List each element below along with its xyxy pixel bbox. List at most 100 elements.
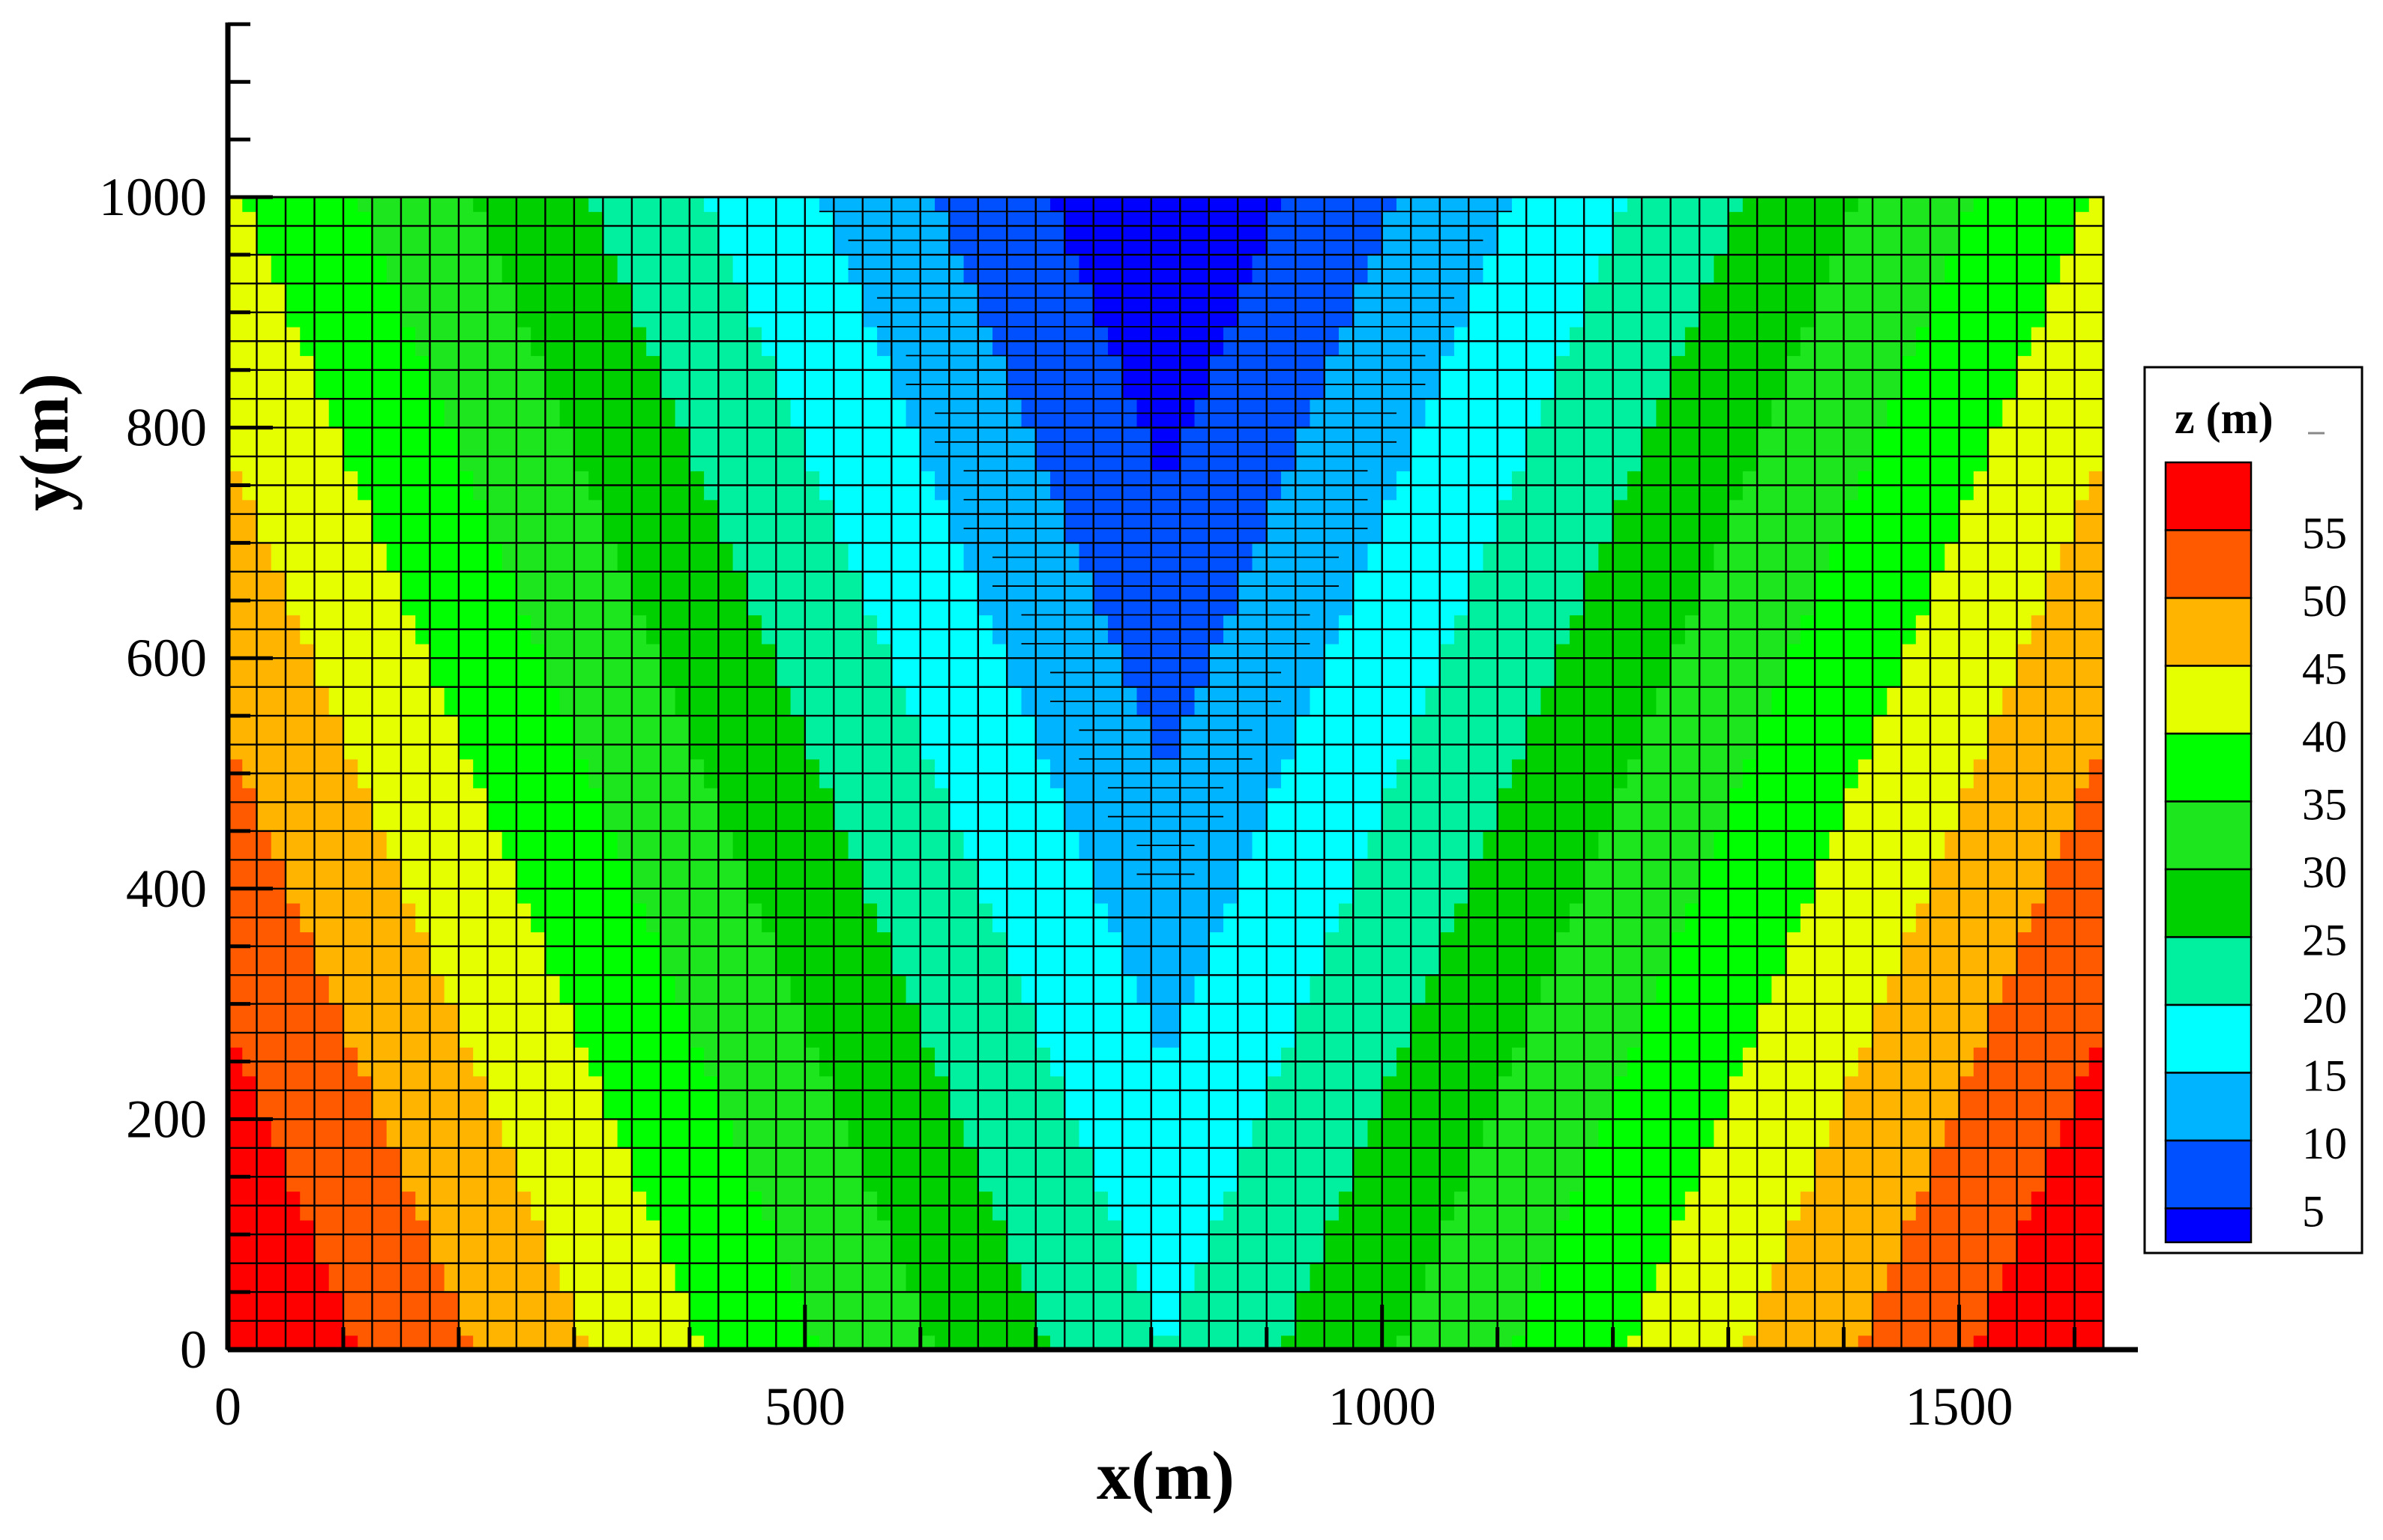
contour-cell: [891, 1234, 907, 1250]
contour-cell: [501, 1003, 517, 1019]
contour-cell: [1930, 1306, 1945, 1322]
contour-cell: [862, 1090, 878, 1105]
contour-cell: [386, 845, 402, 860]
contour-cell: [1151, 1234, 1166, 1250]
contour-cell: [1295, 1162, 1311, 1177]
contour-cell: [228, 1335, 243, 1350]
contour-cell: [588, 1061, 603, 1077]
contour-cell: [1223, 1263, 1238, 1278]
contour-cell: [1035, 1047, 1051, 1063]
contour-cell: [2046, 1177, 2061, 1192]
contour-cell: [1555, 989, 1570, 1005]
contour-cell: [1988, 845, 2003, 860]
contour-cell: [1396, 860, 1412, 875]
contour-cell: [1915, 1292, 1931, 1307]
contour-cell: [1800, 1133, 1816, 1149]
contour-cell: [1166, 1248, 1181, 1264]
contour-cell: [328, 1003, 344, 1019]
contour-cell: [1439, 931, 1455, 947]
contour-cell: [1136, 960, 1152, 976]
contour-cell: [588, 874, 603, 890]
contour-cell: [300, 1306, 316, 1322]
contour-cell: [804, 1162, 820, 1177]
contour-cell: [1353, 888, 1369, 904]
contour-cell: [1238, 874, 1253, 890]
contour-cell: [285, 1205, 301, 1221]
contour-cell: [848, 1047, 864, 1063]
contour-cell: [1425, 1177, 1441, 1192]
contour-cell: [2060, 1061, 2076, 1077]
contour-cell: [877, 1263, 892, 1278]
contour-cell: [358, 975, 373, 990]
contour-cell: [1396, 1277, 1412, 1293]
contour-cell: [1439, 1292, 1455, 1307]
contour-cell: [1093, 989, 1109, 1005]
contour-cell: [1021, 1320, 1037, 1336]
contour-cell: [1714, 874, 1729, 890]
contour-cell: [1829, 975, 1845, 990]
contour-cell: [2060, 1191, 2076, 1207]
contour-cell: [617, 946, 633, 961]
contour-cell: [2031, 1277, 2046, 1293]
contour-cell: [2016, 946, 2032, 961]
contour-cell: [1699, 1292, 1714, 1307]
contour-cell: [444, 1047, 460, 1063]
contour-cell: [804, 874, 820, 890]
contour-cell: [1930, 1277, 1945, 1293]
contour-cell: [1021, 1075, 1037, 1091]
contour-cell: [545, 830, 561, 846]
contour-cell: [2016, 1147, 2032, 1163]
contour-cell: [1959, 1306, 1974, 1322]
contour-cell: [372, 1162, 388, 1177]
contour-cell: [1324, 1234, 1340, 1250]
contour-cell: [1093, 830, 1109, 846]
contour-cell: [891, 1306, 907, 1322]
contour-cell: [1930, 917, 1945, 933]
contour-cell: [1526, 1018, 1541, 1033]
contour-cell: [1511, 931, 1527, 947]
contour-cell: [1786, 960, 1801, 976]
contour-cell: [1699, 845, 1714, 860]
contour-cell: [1915, 903, 1931, 918]
contour-cell: [1627, 1162, 1642, 1177]
contour-cell: [1035, 1277, 1051, 1293]
contour-cell: [935, 816, 950, 832]
contour-cell: [1122, 1306, 1138, 1322]
contour-cell: [1035, 946, 1051, 961]
contour-cell: [1338, 860, 1354, 875]
contour-cell: [1280, 1248, 1296, 1264]
contour-cell: [646, 888, 661, 904]
contour-cell: [501, 931, 517, 947]
contour-cell: [1050, 888, 1065, 904]
contour-cell: [603, 960, 618, 976]
contour-cell: [1642, 975, 1657, 990]
contour-cell: [2074, 1277, 2090, 1293]
contour-cell: [935, 1248, 950, 1264]
contour-cell: [1411, 946, 1427, 961]
contour-cell: [487, 1219, 503, 1235]
contour-cell: [1627, 802, 1642, 818]
contour-cell: [949, 1292, 965, 1307]
contour-cell: [1915, 1018, 1931, 1033]
contour-cell: [444, 1090, 460, 1105]
contour-cell: [531, 1147, 546, 1163]
contour-cell: [1988, 1335, 2003, 1350]
contour-cell: [1367, 845, 1383, 860]
contour-cell: [790, 1119, 806, 1135]
contour-cell: [501, 1133, 517, 1149]
contour-cell: [1728, 1248, 1744, 1264]
contour-cell: [1252, 1248, 1268, 1264]
contour-cell: [1901, 816, 1917, 832]
contour-cell: [531, 1119, 546, 1135]
contour-cell: [1555, 975, 1570, 990]
contour-cell: [1497, 1018, 1513, 1033]
contour-cell: [1858, 1248, 1873, 1264]
contour-cell: [1742, 946, 1758, 961]
contour-cell: [1829, 1090, 1845, 1105]
contour-cell: [1642, 1277, 1657, 1293]
contour-cell: [1988, 960, 2003, 976]
contour-cell: [1411, 1119, 1427, 1135]
contour-cell: [1786, 1018, 1801, 1033]
contour-cell: [963, 1335, 979, 1350]
contour-cell: [1367, 816, 1383, 832]
